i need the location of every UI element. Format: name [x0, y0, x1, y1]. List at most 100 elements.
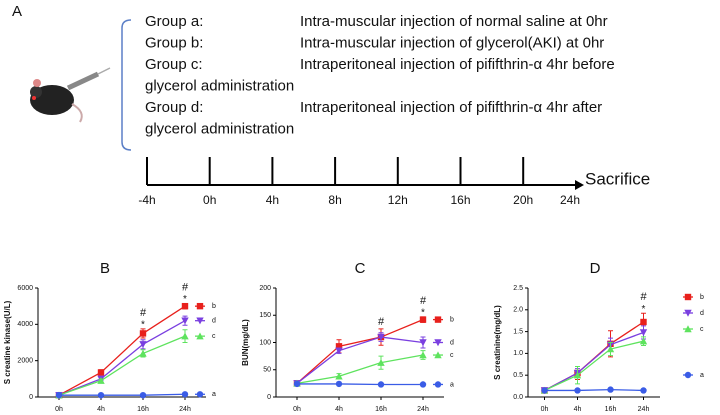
marker: [139, 341, 147, 349]
marker: [419, 316, 427, 323]
x-tick-label: 0h: [541, 406, 549, 413]
x-tick-label: 4h: [574, 406, 582, 413]
x-tick-label: 24h: [417, 406, 429, 413]
timeline-label: 20h: [513, 193, 533, 207]
timeline-label: -4h: [138, 193, 155, 207]
series-line: [296, 354, 424, 385]
y-tick-label: 150: [259, 312, 271, 319]
series-line: [297, 383, 423, 386]
legend-label: d: [700, 310, 704, 317]
marker: [139, 330, 147, 337]
marker: [97, 391, 105, 399]
y-axis-label: S creatine kinase(U/L): [3, 300, 12, 384]
x-tick-label: 0h: [55, 406, 63, 413]
annotation: *: [141, 320, 145, 331]
annotation: #: [420, 295, 427, 307]
x-tick-label: 24h: [179, 406, 191, 413]
marker: [419, 339, 427, 347]
annotation: #: [182, 281, 189, 293]
group-description: glycerol administration: [145, 120, 294, 137]
group-name: Group a:: [145, 13, 203, 30]
marker: [573, 371, 582, 379]
y-tick-label: 2.0: [513, 307, 523, 314]
x-tick-label: 16h: [605, 406, 617, 413]
annotation: *: [183, 294, 187, 305]
marker: [377, 358, 385, 366]
series-line: [296, 336, 424, 384]
group-name: Group b:: [145, 34, 203, 51]
marker: [335, 372, 343, 380]
y-axis-label: BUN(mg/dL): [241, 319, 250, 366]
marker: [684, 293, 692, 301]
marker: [640, 387, 647, 394]
annotation: #: [640, 291, 647, 303]
marker: [181, 332, 189, 340]
marker: [139, 391, 147, 399]
legend-label: d: [450, 339, 454, 346]
marker: [684, 371, 692, 379]
series-line: [544, 388, 644, 392]
legend-label: d: [212, 318, 216, 325]
y-tick-label: 2000: [17, 358, 33, 365]
marker: [335, 347, 343, 355]
annotation: *: [642, 304, 646, 315]
marker: [377, 381, 385, 388]
timeline-end-label: Sacrifice: [585, 169, 650, 188]
marker: [574, 387, 581, 394]
marker: [181, 317, 189, 325]
chart-title: D: [590, 260, 601, 277]
marker: [684, 325, 692, 333]
legend-label: a: [700, 372, 704, 379]
legend-label: a: [450, 381, 454, 388]
y-tick-label: 1.5: [513, 328, 523, 335]
chart-title: B: [100, 260, 110, 277]
y-tick-label: 50: [263, 367, 271, 374]
marker: [335, 343, 343, 350]
marker: [419, 351, 427, 359]
annotation: #: [140, 307, 147, 319]
marker: [196, 332, 204, 340]
timeline-label: 24h: [560, 193, 580, 207]
x-tick-label: 16h: [375, 406, 387, 413]
group-description: Intraperitoneal injection of pififthrin-…: [300, 56, 615, 73]
marker: [139, 349, 147, 357]
marker: [377, 333, 385, 341]
group-description: Intra-muscular injection of glycerol(AKI…: [300, 34, 604, 51]
marker: [196, 317, 204, 325]
timeline-label: 8h: [328, 193, 341, 207]
y-tick-label: 100: [259, 339, 271, 346]
group-description: glycerol administration: [145, 77, 294, 94]
mouse-icon: [30, 67, 111, 123]
x-tick-label: 0h: [293, 406, 301, 413]
legend-label: c: [212, 333, 216, 340]
timeline-label: 4h: [266, 193, 279, 207]
marker: [434, 381, 442, 388]
legend-label: a: [212, 391, 216, 398]
y-tick-label: 2.5: [513, 285, 523, 292]
x-tick-label: 16h: [137, 406, 149, 413]
legend-label: b: [700, 294, 704, 301]
marker: [606, 345, 615, 353]
marker: [55, 391, 63, 399]
marker: [196, 391, 204, 398]
series-line: [296, 319, 424, 384]
timeline-label: 0h: [203, 193, 216, 207]
marker: [639, 329, 648, 337]
group-description: Intraperitoneal injection of pififthrin-…: [300, 99, 602, 116]
y-tick-label: 0.0: [513, 394, 523, 401]
y-tick-label: 200: [259, 285, 271, 292]
marker: [640, 318, 647, 326]
x-tick-label: 4h: [97, 406, 105, 413]
marker: [419, 381, 427, 388]
series-line: [58, 320, 186, 396]
legend-label: b: [450, 316, 454, 323]
timeline-label: 12h: [388, 193, 408, 207]
chart-panel: B S creatine kinase(U/L) 0 2000 4000 6000 0h 4h…: [3, 260, 216, 413]
marker: [97, 369, 105, 376]
x-tick-label: 24h: [638, 406, 650, 413]
series-line: [58, 305, 186, 396]
marker: [639, 337, 648, 345]
y-tick-label: 0: [267, 394, 271, 401]
series-line: [544, 331, 644, 392]
